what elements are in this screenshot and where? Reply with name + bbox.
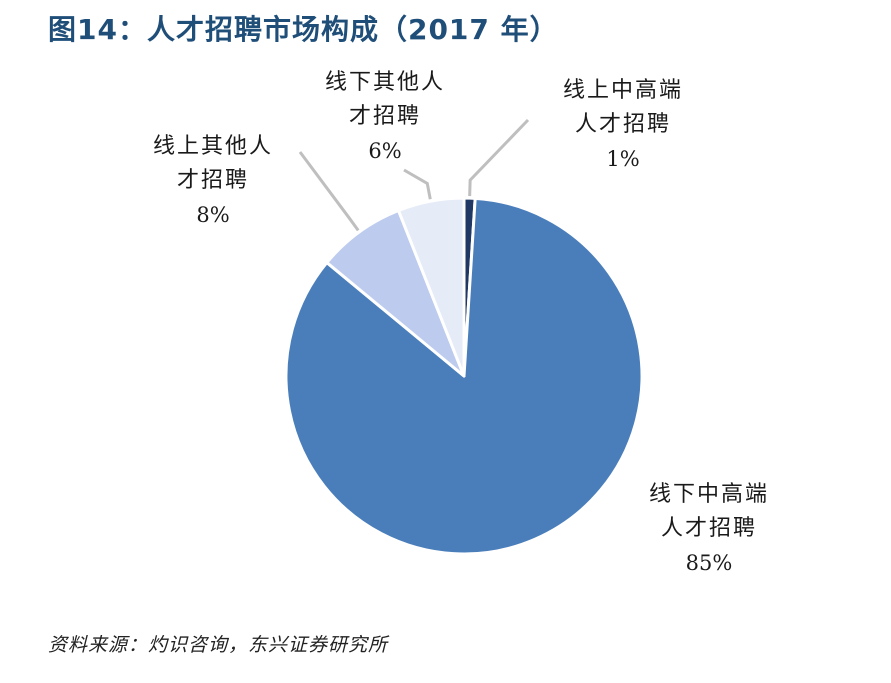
- label-offline-high-end: 线下中高端 人才招聘 85%: [614, 478, 804, 580]
- source-note: 资料来源：灼识咨询，东兴证券研究所: [48, 634, 389, 656]
- label-offline-other-line2: 才招聘: [348, 104, 421, 129]
- label-online-high-end-line2: 人才招聘: [574, 112, 671, 137]
- label-offline-high-end-line2: 人才招聘: [660, 516, 757, 541]
- label-online-other-line2: 才招聘: [176, 168, 249, 193]
- label-offline-high-end-line1: 线下中高端: [648, 482, 769, 507]
- label-online-high-end-percent: 1%: [606, 147, 640, 171]
- label-offline-other-percent: 6%: [368, 139, 402, 163]
- label-online-high-end-line1: 线上中高端: [562, 78, 683, 103]
- label-offline-high-end-percent: 85%: [685, 551, 733, 575]
- pie-slices: [284, 196, 644, 556]
- label-online-high-end: 线上中高端 人才招聘 1%: [528, 74, 718, 176]
- leader-line-offline-other: [403, 168, 432, 200]
- label-online-other: 线上其他人 才招聘 8%: [118, 130, 308, 232]
- label-offline-other-line1: 线下其他人: [324, 70, 445, 95]
- leader-lines: [298, 118, 530, 232]
- pie-slice-online-other: [325, 209, 466, 378]
- pie-slice-offline-other: [396, 196, 466, 378]
- leader-line-online-other: [298, 151, 360, 232]
- label-online-other-percent: 8%: [196, 203, 230, 227]
- chart-title: 图14：人才招聘市场构成（2017 年）: [48, 13, 559, 46]
- leader-line-online-high-end: [468, 118, 530, 197]
- label-offline-other: 线下其他人 才招聘 6%: [290, 66, 480, 168]
- label-online-other-line1: 线上其他人: [152, 134, 273, 159]
